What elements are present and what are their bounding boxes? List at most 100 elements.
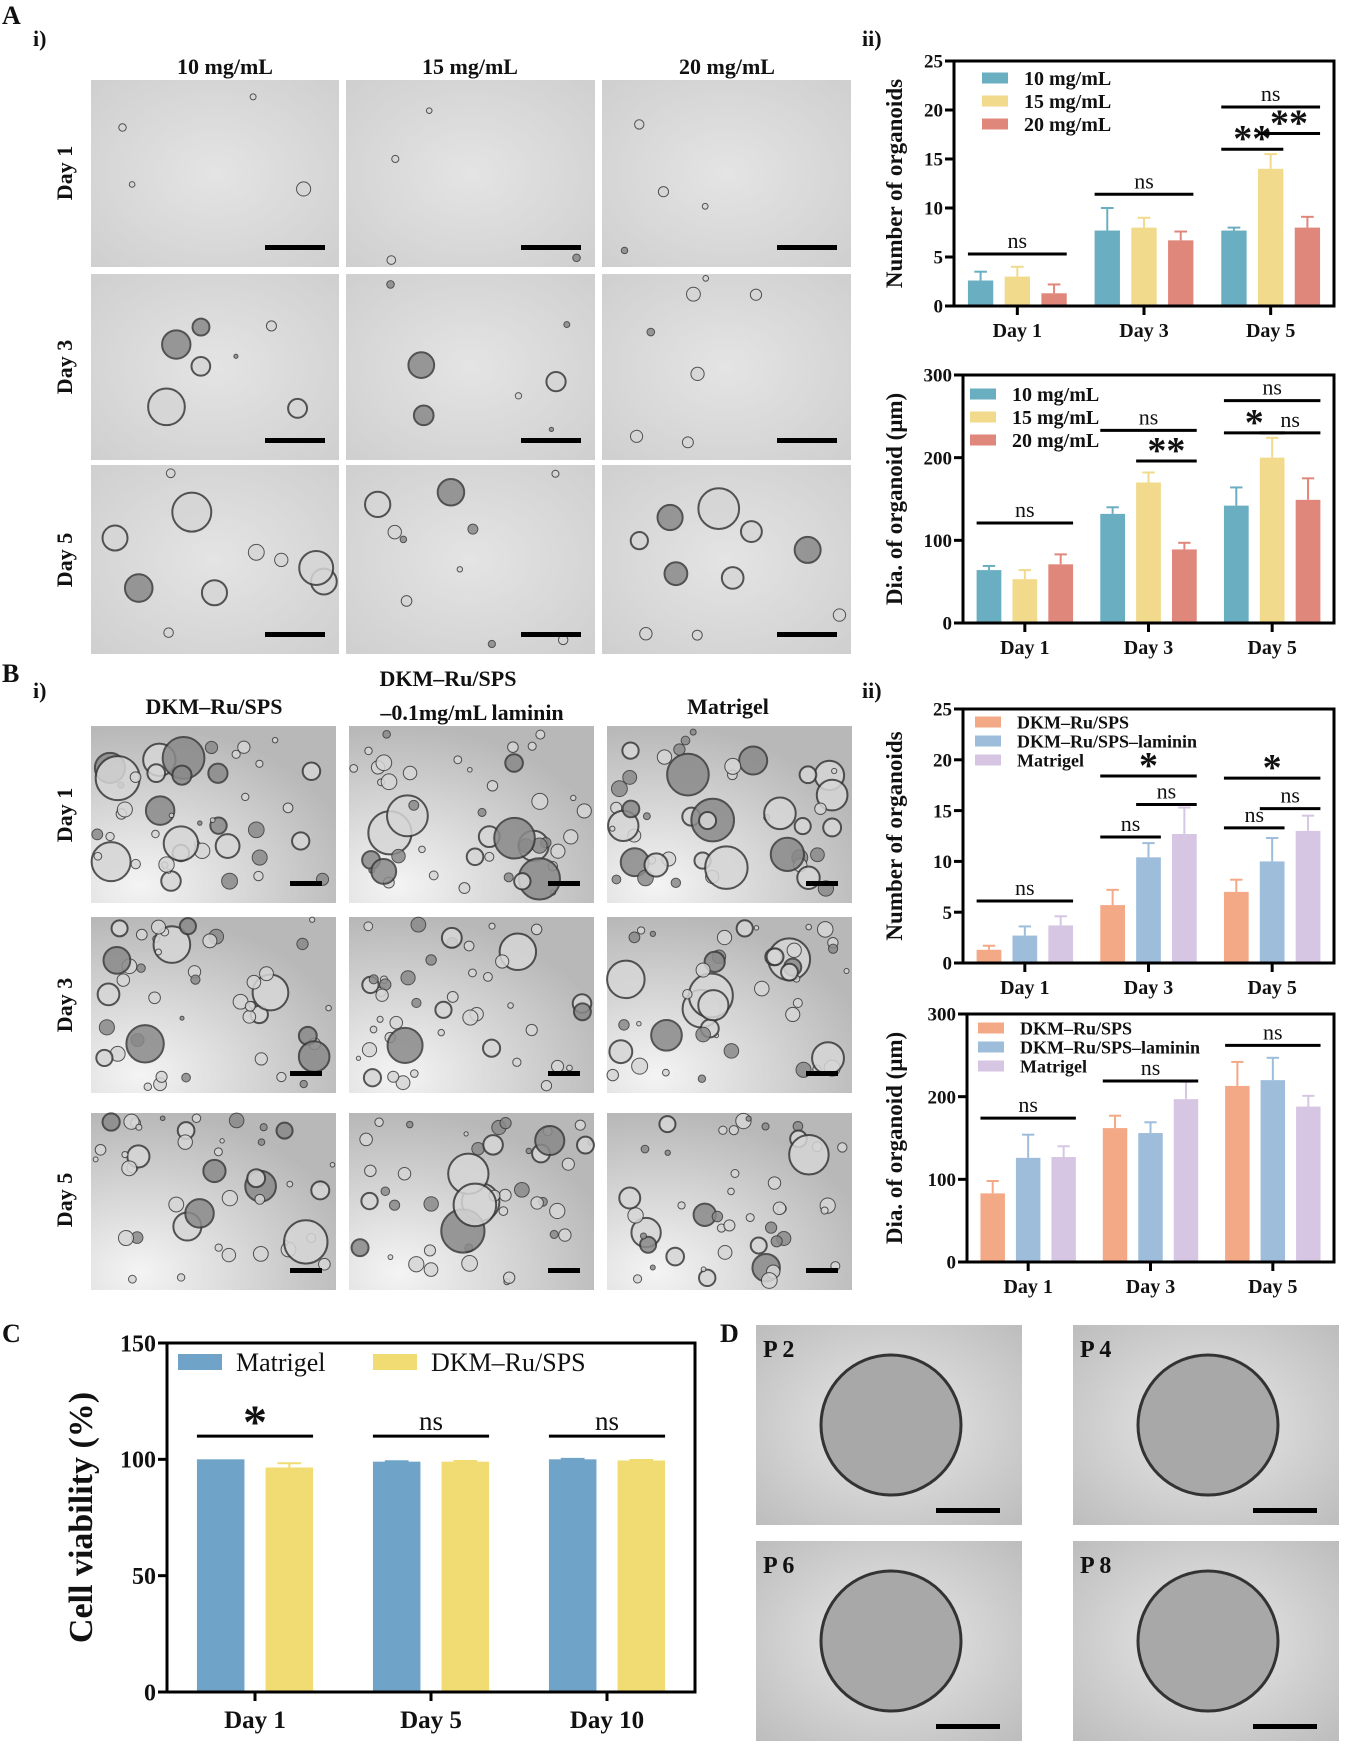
legend-swatch [975, 716, 1001, 728]
x-tick-label: Day 3 [1124, 977, 1173, 999]
organoid [219, 1138, 225, 1144]
bar [1171, 833, 1197, 963]
organoid [636, 1020, 642, 1027]
organoid [695, 962, 711, 978]
significance-label: ** [1147, 430, 1185, 472]
organoid [749, 1236, 768, 1255]
organoid [423, 1196, 439, 1212]
y-tick-label: 300 [928, 1005, 957, 1026]
organoid [727, 1187, 735, 1196]
organoid [434, 1000, 453, 1019]
organoid [247, 821, 265, 839]
bar [1094, 230, 1120, 306]
organoid [241, 792, 250, 802]
organoid [627, 1207, 644, 1224]
significance-label: ns [419, 1406, 443, 1436]
organoid [376, 1015, 384, 1023]
bar [1296, 1106, 1321, 1262]
organoid [837, 1142, 848, 1153]
scale-bar [521, 245, 581, 250]
organoid [793, 817, 812, 836]
organoid [162, 825, 200, 862]
organoid [355, 1055, 362, 1061]
micrograph [607, 726, 852, 903]
organoid [412, 404, 435, 427]
organoid [252, 1245, 269, 1262]
y-axis-label: Dia. of organoid (μm) [882, 393, 907, 605]
bar [1048, 564, 1074, 623]
organoid [548, 426, 555, 433]
organoid [767, 1176, 782, 1190]
organoid [274, 552, 289, 568]
organoid [531, 792, 549, 810]
micrograph [346, 80, 595, 267]
significance-label: ns [1008, 228, 1028, 253]
significance-label: ns [1261, 81, 1281, 106]
organoid [770, 1235, 783, 1248]
significance-label: ns [595, 1406, 619, 1436]
organoid [661, 1068, 670, 1077]
row-label-day3: Day 3 [52, 340, 77, 394]
organoid [716, 929, 733, 946]
organoid [488, 922, 496, 930]
organoid [254, 1052, 268, 1066]
x-tick-label: Day 3 [1124, 637, 1173, 659]
bar-chart: 0 5 10 15 20 25 Day 1 Day 3 Day 5 Number of organ… [882, 52, 1336, 342]
legend-swatch [970, 411, 996, 423]
organoid [608, 1039, 634, 1065]
organoid [549, 1229, 559, 1239]
organoid [101, 524, 129, 552]
organoid [375, 754, 393, 772]
micrograph [346, 465, 595, 654]
organoid [96, 982, 121, 1007]
scale-bar [936, 1724, 1000, 1729]
organoid [309, 916, 316, 923]
organoid [244, 1000, 256, 1012]
organoid [563, 321, 571, 329]
organoid [386, 1026, 424, 1064]
bar-chart: 0 50 100 150 Day 1 Day 5 Day 10 Cell viability … [63, 1331, 697, 1734]
organoid [458, 882, 471, 895]
organoid [382, 729, 391, 739]
organoid [116, 801, 133, 818]
organoid [136, 963, 146, 973]
organoid [197, 820, 203, 826]
organoid [832, 608, 847, 622]
column-header-dkm: DKM–Ru/SPS [146, 694, 283, 719]
scale-bar [265, 438, 325, 443]
scale-bar [290, 881, 322, 886]
micrograph-background [91, 726, 336, 903]
organoid [698, 811, 718, 831]
organoid [728, 1125, 739, 1136]
organoid [639, 1232, 648, 1240]
legend-label: DKM–Ru/SPS [431, 1348, 586, 1377]
y-tick-label: 100 [928, 1170, 957, 1191]
organoid [418, 845, 426, 854]
organoid [503, 872, 514, 883]
organoid [160, 870, 182, 892]
organoid [574, 1119, 586, 1131]
organoid [723, 1043, 740, 1059]
organoid [214, 833, 241, 859]
bar [1223, 505, 1249, 623]
scale-bar [806, 881, 838, 886]
x-tick-label: Day 3 [1119, 320, 1168, 342]
organoid [440, 926, 463, 949]
organoid [98, 1019, 115, 1036]
organoid [406, 1120, 414, 1129]
organoid [387, 1070, 400, 1083]
legend-swatch [975, 754, 1001, 766]
organoid [639, 1235, 658, 1254]
organoid [247, 543, 265, 561]
organoid [296, 181, 312, 197]
bar [1260, 1080, 1286, 1262]
bar [1223, 891, 1249, 963]
organoid [176, 1273, 186, 1282]
legend-swatch [978, 1060, 1004, 1072]
passage-label-p6: P 6 [763, 1553, 794, 1579]
organoid [487, 639, 496, 649]
organoid [251, 849, 268, 866]
legend-label: 15 mg/mL [1012, 407, 1099, 429]
organoid [395, 1075, 411, 1091]
organoid [178, 917, 197, 936]
